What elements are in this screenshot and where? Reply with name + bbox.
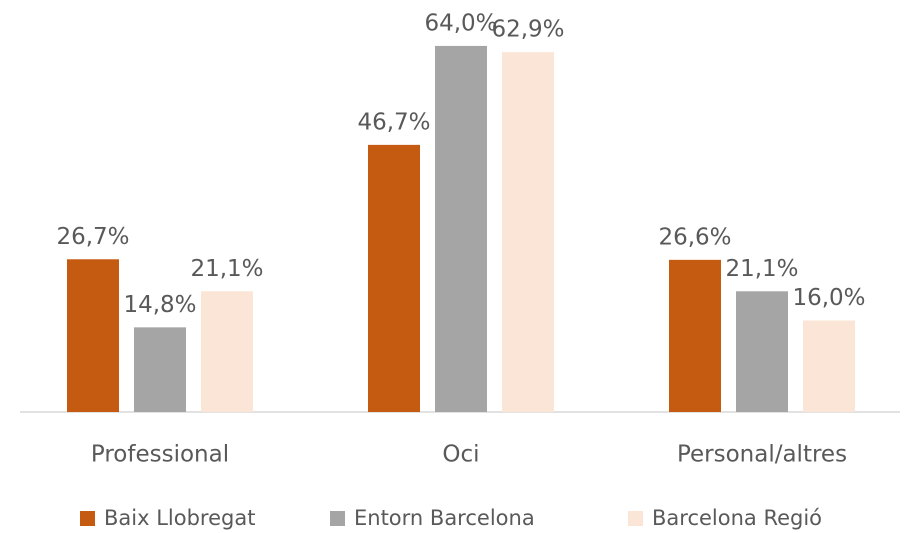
data-label: 26,7% xyxy=(56,224,129,250)
bar xyxy=(803,320,855,412)
legend-label: Barcelona Regió xyxy=(652,506,822,530)
legend-label: Entorn Barcelona xyxy=(354,506,535,530)
data-label: 64,0% xyxy=(424,10,497,36)
bar xyxy=(201,291,253,412)
x-tick-label: Oci xyxy=(442,442,479,468)
data-label: 26,6% xyxy=(658,224,731,250)
x-tick-label: Professional xyxy=(91,442,229,468)
bar xyxy=(502,52,554,412)
data-label: 21,1% xyxy=(725,256,798,282)
bar xyxy=(736,291,788,412)
legend-swatch xyxy=(80,511,95,526)
bar xyxy=(435,45,487,413)
x-tick-label: Personal/altres xyxy=(677,442,847,468)
data-label: 46,7% xyxy=(357,109,430,135)
data-label: 21,1% xyxy=(190,256,263,282)
bar xyxy=(669,259,721,412)
bar xyxy=(134,327,186,412)
data-label: 62,9% xyxy=(491,17,564,43)
legend-swatch xyxy=(330,511,345,526)
data-label: 14,8% xyxy=(123,292,196,318)
legend-swatch xyxy=(628,511,643,526)
legend-label: Baix Llobregat xyxy=(104,506,255,530)
bar xyxy=(67,259,119,412)
data-label: 16,0% xyxy=(792,285,865,311)
bar xyxy=(368,144,420,412)
